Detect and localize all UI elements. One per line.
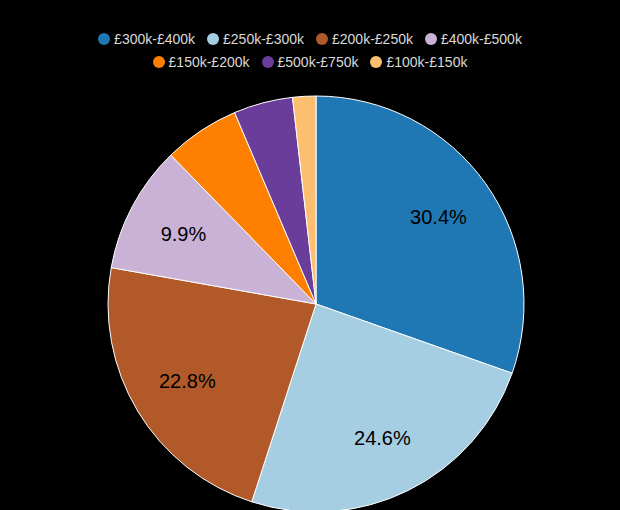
html-text:£500k-£750k: £500k-£750k: [277, 53, 359, 70]
svg-text:30.4%: 30.4%: [410, 206, 467, 228]
svg-text:9.9%: 9.9%: [161, 223, 207, 245]
svg-text:22.8%: 22.8%: [159, 370, 216, 392]
html-text:£300k-£400k: £300k-£400k: [114, 30, 195, 47]
html-text:£150k-£200k: £150k-£200k: [168, 53, 250, 70]
html-text:£400k-£500k: £400k-£500k: [441, 30, 522, 47]
svg-text:24.6%: 24.6%: [354, 427, 411, 449]
html-text:£250k-£300k: £250k-£300k: [223, 30, 304, 47]
html-text:£200k-£250k: £200k-£250k: [332, 30, 413, 47]
html-text:£100k-£150k: £100k-£150k: [386, 53, 468, 70]
